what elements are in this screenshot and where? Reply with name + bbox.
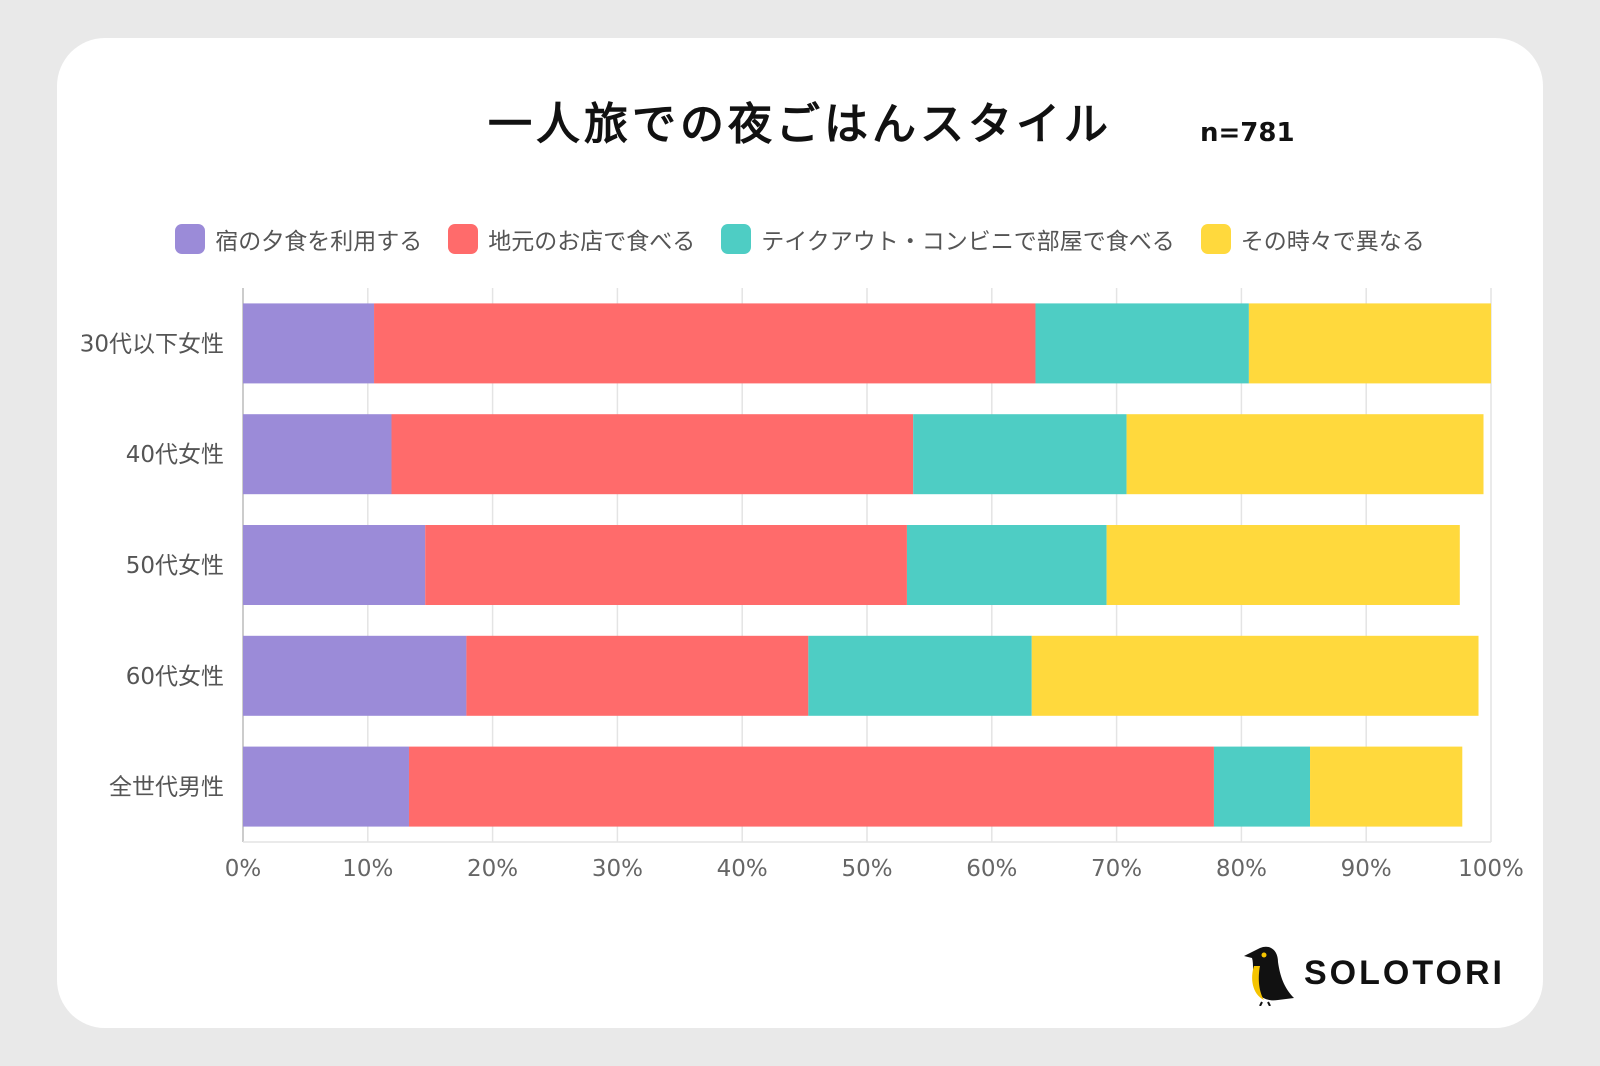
x-tick-label: 90%: [1341, 856, 1392, 882]
bird-icon: [1244, 946, 1294, 1006]
bar-segment: [913, 414, 1127, 495]
bar-segment: [243, 635, 467, 716]
legend-swatch: [721, 224, 752, 254]
x-tick-label: 80%: [1216, 856, 1267, 882]
legend-label: その時々で異なる: [1240, 229, 1425, 255]
legend-label: テイクアウト・コンビニで部屋で食べる: [761, 229, 1175, 255]
logo-text: SOLOTORI: [1304, 953, 1505, 992]
y-category-label: 40代女性: [126, 442, 224, 468]
x-tick-label: 70%: [1091, 856, 1142, 882]
y-category-label: 全世代男性: [109, 775, 224, 801]
bar-segment: [425, 525, 907, 605]
legend-swatch: [1200, 224, 1231, 254]
legend-item: テイクアウト・コンビニで部屋で食べる: [721, 222, 1175, 256]
bar-segment: [1213, 746, 1311, 827]
legend-swatch: [448, 224, 479, 254]
x-tick-label: 20%: [467, 856, 518, 882]
bar-segment: [1035, 303, 1249, 384]
bar-segment: [243, 746, 409, 827]
bar-segment: [1031, 635, 1479, 716]
y-category-label: 30代以下女性: [80, 331, 224, 357]
legend-label: 宿の夕食を利用する: [215, 229, 423, 255]
bar-segment: [1310, 746, 1463, 827]
x-tick-label: 10%: [342, 856, 393, 882]
legend-label: 地元のお店で食べる: [488, 229, 696, 255]
x-tick-label: 40%: [717, 856, 768, 882]
bar-segment: [808, 635, 1032, 716]
x-tick-label: 60%: [966, 856, 1017, 882]
x-tick-label: 100%: [1458, 856, 1524, 882]
bar-segment: [408, 746, 1214, 827]
bar-segment: [1248, 303, 1491, 384]
y-category-label: 60代女性: [126, 664, 224, 690]
solotori-logo: SOLOTORI: [1240, 940, 1505, 1006]
legend: 宿の夕食を利用する 地元のお店で食べる テイクアウト・コンビニで部屋で食べる その時々…: [0, 222, 1600, 256]
bar-segment: [466, 635, 809, 716]
x-tick-label: 50%: [841, 856, 892, 882]
bar-segment: [1106, 525, 1460, 605]
legend-item: その時々で異なる: [1200, 222, 1425, 256]
bar-segment: [1126, 414, 1484, 495]
x-tick-label: 0%: [225, 856, 262, 882]
bar-segment: [374, 303, 1036, 384]
chart-title: 一人旅での夜ごはんスタイル: [488, 99, 1112, 150]
legend-item: 地元のお店で食べる: [448, 222, 695, 256]
bar-segment: [906, 525, 1107, 605]
bar-segment: [243, 303, 375, 384]
legend-swatch: [175, 224, 206, 254]
legend-item: 宿の夕食を利用する: [175, 222, 422, 256]
x-tick-label: 30%: [592, 856, 643, 882]
y-category-label: 50代女性: [126, 553, 224, 579]
bar-segment: [243, 525, 426, 605]
bar-segment: [243, 414, 392, 495]
sample-size: n=781: [1200, 118, 1295, 148]
bar-segment: [391, 414, 914, 495]
